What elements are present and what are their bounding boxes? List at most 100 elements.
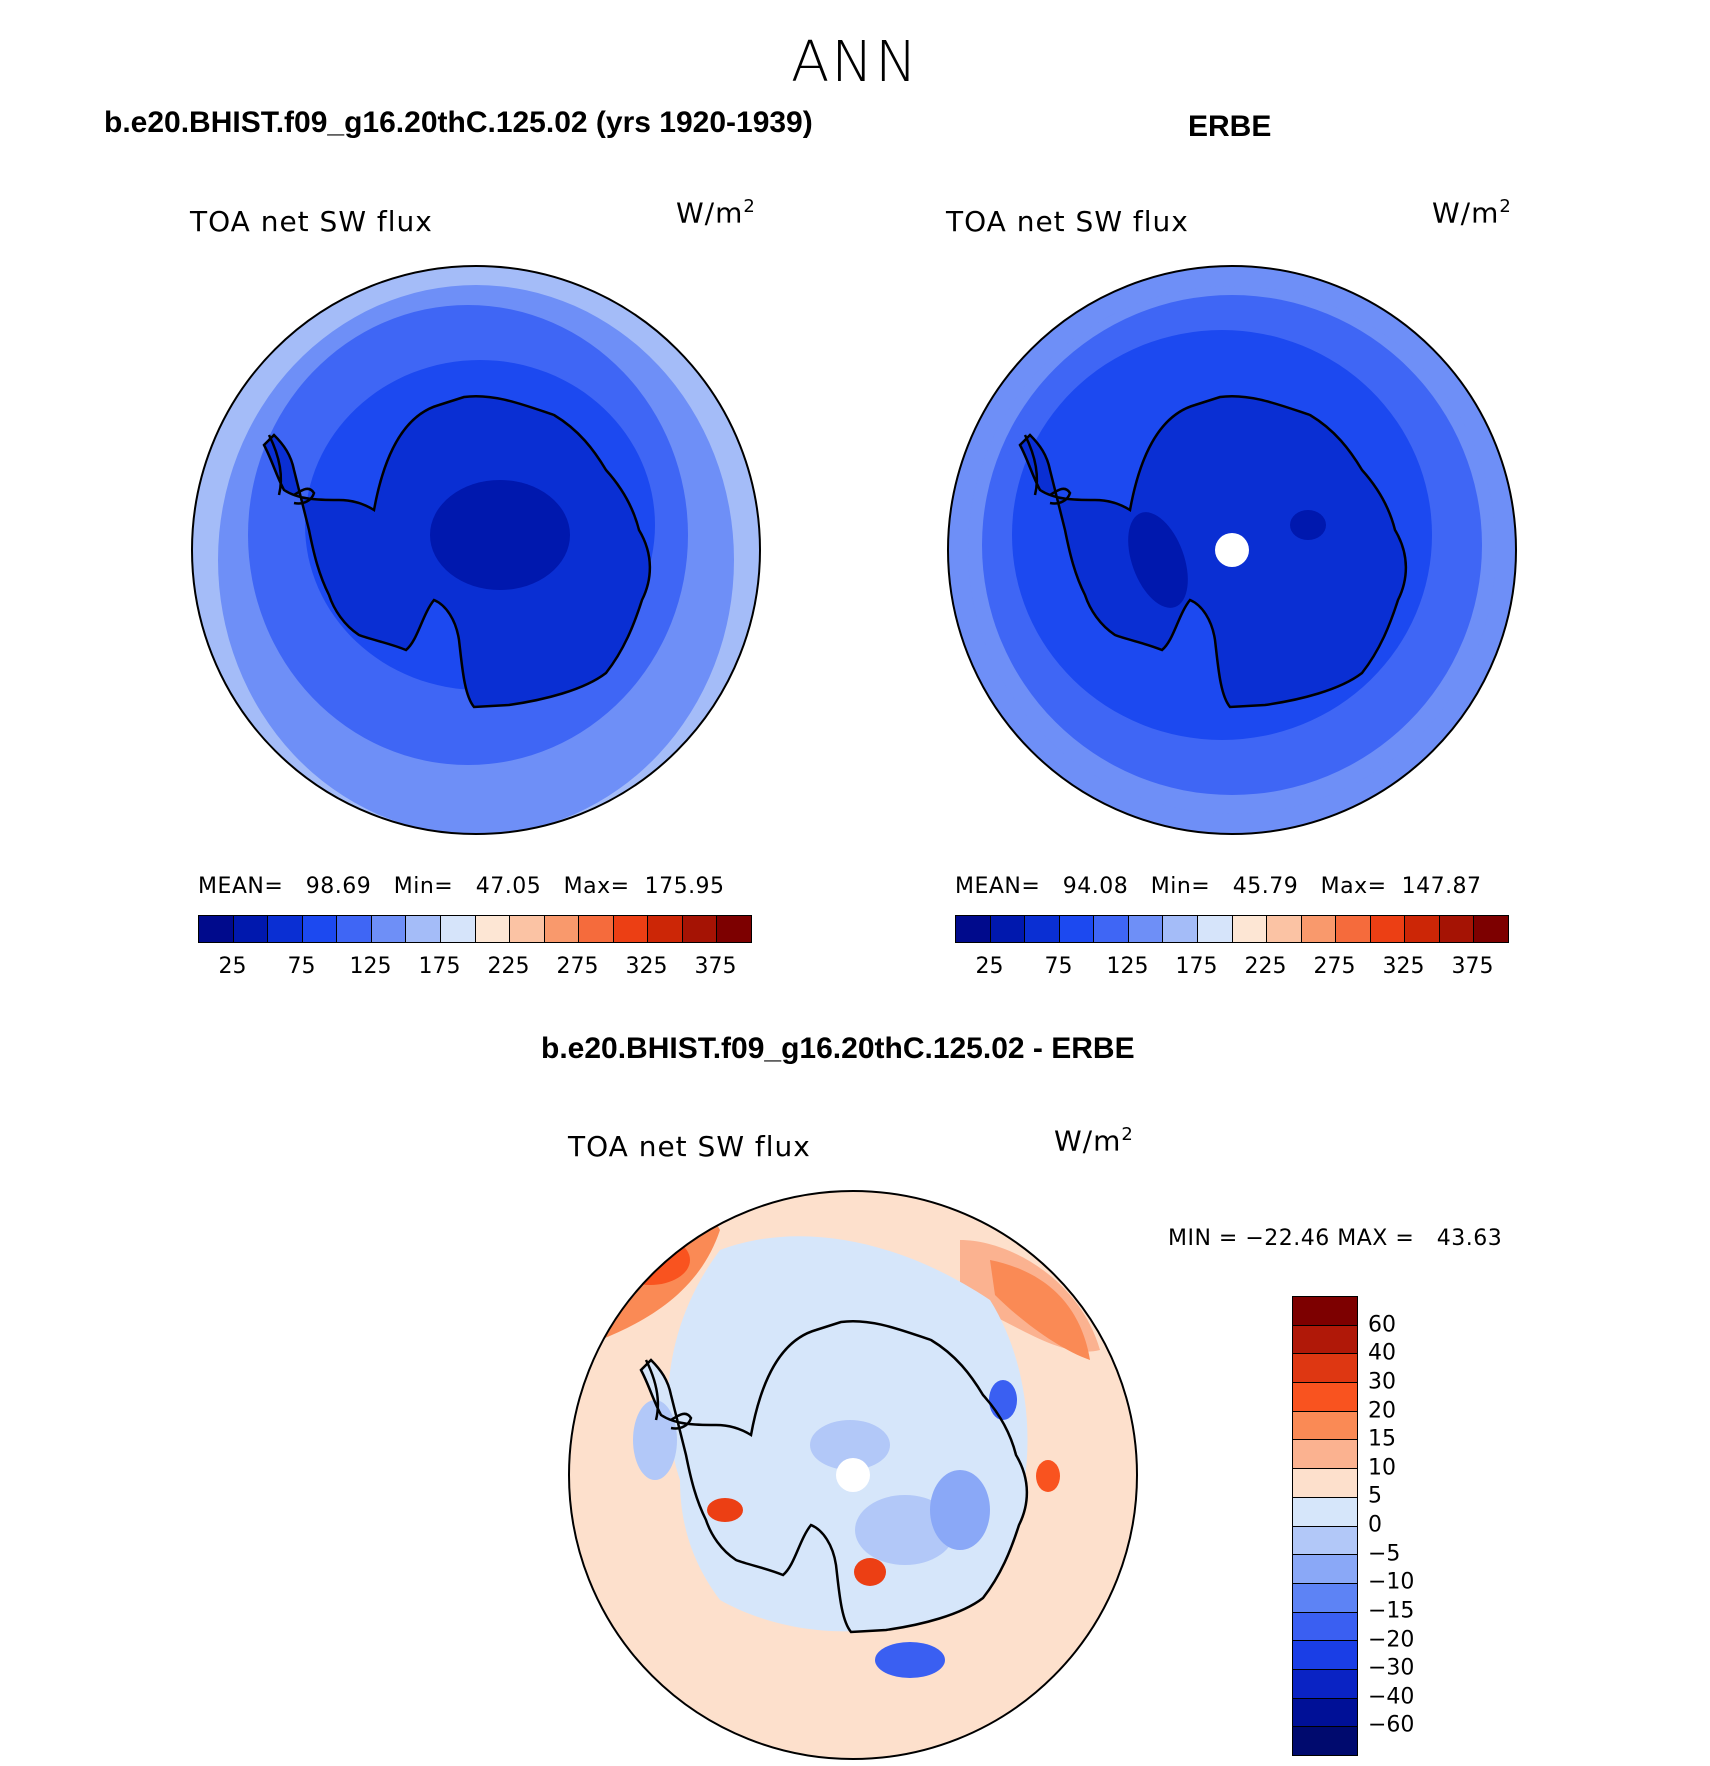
model-map <box>191 265 761 835</box>
model-colorbar-color-box <box>717 916 751 942</box>
model-colorbar-tick-label: 25 <box>218 954 247 979</box>
model-colorbar-color-box <box>199 916 234 942</box>
figure-title: ANN <box>790 30 920 95</box>
diff-neg-a <box>855 1495 955 1565</box>
obs-colorbar-tick-label: 75 <box>1044 954 1073 979</box>
obs-colorbar-tick-label: 325 <box>1382 954 1425 979</box>
diff-colorbar <box>1292 1296 1358 1756</box>
obs-colorbar-color-box <box>1197 916 1233 942</box>
diff-colorbar-box <box>1293 1669 1357 1699</box>
diff-colorbar-box <box>1293 1727 1357 1755</box>
obs-colorbar-color-box <box>1370 916 1406 942</box>
diff-colorbar-label: 15 <box>1368 1426 1396 1452</box>
obs-colorbar-ticks: 25 75 125 175 225 275 325 375 <box>955 954 1507 984</box>
model-stats: MEAN= 98.69 Min= 47.05 Max= 175.95 <box>198 874 725 899</box>
model-colorbar-color-box <box>371 916 407 942</box>
diff-colorbar-box <box>1293 1469 1357 1498</box>
model-colorbar-tick-label: 125 <box>349 954 392 979</box>
model-colorbar-color-box <box>302 916 338 942</box>
diff-colorbar-labels: 60 40 30 20 15 10 5 0 −5 −10 −15 −20 −30 −40 −60 <box>1368 1296 1448 1754</box>
obs-colorbar-color-box <box>1025 916 1060 942</box>
obs-variable-label: TOA net SW flux <box>946 205 1189 238</box>
model-colorbar-color-box <box>544 916 580 942</box>
diff-colorbar-label: 10 <box>1368 1455 1396 1481</box>
model-colorbar-color-box <box>337 916 372 942</box>
model-colorbar-tick-label: 325 <box>625 954 668 979</box>
obs-colorbar-color-box <box>1163 916 1198 942</box>
obs-colorbar-color-box <box>1301 916 1337 942</box>
obs-map-border <box>947 265 1517 835</box>
model-colorbar-tick-label: 75 <box>287 954 316 979</box>
diff-neg-b <box>810 1420 890 1470</box>
model-colorbar-color-box <box>268 916 303 942</box>
diff-colorbar-box <box>1293 1297 1357 1326</box>
obs-colorbar <box>955 915 1509 943</box>
diff-colorbar-label: 40 <box>1368 1340 1396 1366</box>
diff-neg-core-a <box>989 1380 1017 1420</box>
model-colorbar-color-box <box>510 916 545 942</box>
obs-stats: MEAN= 94.08 Min= 45.79 Max= 147.87 <box>955 874 1482 899</box>
obs-min-patch-a <box>1128 512 1188 608</box>
diff-units-label: W/m2 <box>1054 1124 1134 1158</box>
model-plateau-min <box>430 480 570 590</box>
diff-colorbar-box <box>1293 1383 1357 1412</box>
diff-colorbar-label: −60 <box>1368 1712 1415 1738</box>
diff-colorbar-box <box>1293 1698 1357 1728</box>
diff-colorbar-box <box>1293 1325 1357 1355</box>
model-colorbar-color-box <box>233 916 269 942</box>
diff-neg-c <box>930 1470 990 1550</box>
model-colorbar-color-box <box>613 916 649 942</box>
diff-colorbar-box <box>1293 1555 1357 1584</box>
model-colorbar-tick-label: 375 <box>694 954 737 979</box>
diff-colorbar-label: −20 <box>1368 1627 1415 1652</box>
obs-colorbar-color-box <box>1094 916 1129 942</box>
diff-colorbar-label: −30 <box>1368 1655 1415 1681</box>
diff-colorbar-box <box>1293 1526 1357 1556</box>
diff-colorbar-box <box>1293 1612 1357 1642</box>
diff-pos-ne <box>990 1260 1090 1360</box>
diff-stats: MIN = −22.46 MAX = 43.63 <box>1168 1226 1503 1251</box>
model-colorbar-color-box <box>682 916 718 942</box>
diff-colorbar-label: 20 <box>1368 1398 1396 1423</box>
diff-colorbar-label: −10 <box>1368 1569 1415 1595</box>
model-colorbar-ticks: 25 75 125 175 225 275 325 375 <box>198 954 750 984</box>
obs-colorbar-tick-label: 125 <box>1106 954 1149 979</box>
obs-colorbar-color-box <box>956 916 991 942</box>
diff-colorbar-box <box>1293 1583 1357 1613</box>
model-colorbar-color-box <box>579 916 614 942</box>
obs-units-label: W/m2 <box>1432 196 1512 230</box>
diff-colorbar-label: 60 <box>1368 1312 1396 1338</box>
obs-colorbar-color-box <box>1474 916 1508 942</box>
obs-colorbar-tick-label: 275 <box>1313 954 1356 979</box>
diff-pos-coast-a <box>707 1498 743 1522</box>
obs-colorbar-color-box <box>1405 916 1440 942</box>
model-units-label: W/m2 <box>676 196 756 230</box>
obs-colorbar-color-box <box>1336 916 1371 942</box>
diff-pos-coast-c <box>1036 1460 1060 1492</box>
diff-neg-core-b <box>875 1642 945 1678</box>
diff-colorbar-box <box>1293 1641 1357 1670</box>
obs-colorbar-color-box <box>1232 916 1268 942</box>
model-colorbar-color-box <box>406 916 441 942</box>
obs-colorbar-tick-label: 25 <box>975 954 1004 979</box>
diff-pos-coast-b <box>854 1558 886 1586</box>
obs-min-patch-b <box>1290 510 1326 540</box>
obs-colorbar-tick-label: 225 <box>1244 954 1287 979</box>
model-colorbar <box>198 915 752 943</box>
model-variable-label: TOA net SW flux <box>190 205 433 238</box>
diff-colorbar-box <box>1293 1354 1357 1384</box>
obs-colorbar-color-box <box>1128 916 1164 942</box>
diff-colorbar-box <box>1293 1440 1357 1470</box>
model-colorbar-color-box <box>475 916 511 942</box>
diff-colorbar-label: −40 <box>1368 1684 1415 1710</box>
diff-pole-missing <box>836 1458 870 1492</box>
diff-map <box>568 1190 1138 1760</box>
obs-colorbar-color-box <box>1439 916 1475 942</box>
diff-map-border <box>568 1190 1138 1760</box>
diff-colorbar-label: 30 <box>1368 1369 1396 1395</box>
diff-colorbar-label: 5 <box>1368 1483 1382 1509</box>
diff-panel-title: b.e20.BHIST.f09_g16.20thC.125.02 - ERBE <box>541 1032 1135 1065</box>
diff-colorbar-label: 0 <box>1368 1512 1382 1538</box>
model-colorbar-tick-label: 275 <box>556 954 599 979</box>
